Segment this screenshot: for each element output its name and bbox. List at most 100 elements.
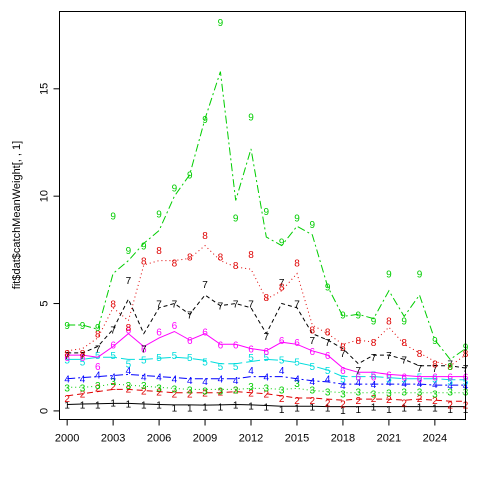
data-point-label: 1 bbox=[264, 403, 270, 414]
data-point-label: 6 bbox=[187, 336, 193, 347]
data-point-label: 5 bbox=[218, 362, 224, 373]
data-point-label: 3 bbox=[80, 383, 86, 394]
data-point-label: 1 bbox=[386, 405, 392, 416]
series-line bbox=[67, 294, 466, 369]
data-point-label: 1 bbox=[401, 404, 407, 415]
data-point-label: 3 bbox=[248, 382, 254, 393]
data-point-label: 9 bbox=[95, 323, 101, 334]
data-point-label: 1 bbox=[340, 406, 346, 417]
data-point-label: 9 bbox=[141, 242, 147, 253]
data-point-label: 8 bbox=[386, 317, 392, 328]
data-point-label: 3 bbox=[279, 385, 285, 396]
x-tick-label: 2021 bbox=[377, 433, 401, 445]
y-tick-label: 5 bbox=[39, 300, 51, 306]
x-tick-label: 2018 bbox=[331, 433, 355, 445]
data-point-label: 3 bbox=[126, 381, 132, 392]
data-point-label: 9 bbox=[172, 184, 178, 195]
data-point-label: 4 bbox=[141, 373, 147, 384]
data-point-label: 2 bbox=[264, 390, 270, 401]
data-point-label: 3 bbox=[156, 383, 162, 394]
data-point-label: 2 bbox=[126, 384, 132, 395]
data-point-label: 7 bbox=[202, 280, 208, 291]
data-point-label: 6 bbox=[340, 366, 346, 377]
data-point-label: 4 bbox=[80, 375, 86, 386]
data-point-label: 1 bbox=[248, 402, 254, 413]
data-point-label: 2 bbox=[110, 382, 116, 393]
data-point-label: 2 bbox=[325, 398, 331, 409]
y-axis: 0 5 10 15 bbox=[39, 83, 60, 414]
data-point-label: 8 bbox=[233, 261, 239, 272]
data-point-label: 4 bbox=[279, 366, 285, 377]
data-point-label: 6 bbox=[447, 373, 453, 384]
data-point-label: 2 bbox=[233, 385, 239, 396]
data-point-label: 1 bbox=[64, 400, 70, 411]
data-point-label: 7 bbox=[187, 310, 193, 321]
data-point-label: 3 bbox=[218, 387, 224, 398]
x-tick-label: 2003 bbox=[101, 433, 125, 445]
data-point-label: 7 bbox=[110, 325, 116, 336]
data-point-label: 5 bbox=[401, 375, 407, 386]
data-point-label: 4 bbox=[355, 378, 361, 389]
data-point-label: 9 bbox=[126, 246, 132, 257]
data-point-label: 4 bbox=[264, 373, 270, 384]
data-point-label: 9 bbox=[386, 269, 392, 280]
data-point-label: 8 bbox=[340, 342, 346, 353]
x-tick-label: 2009 bbox=[193, 433, 217, 445]
data-point-label: 5 bbox=[294, 358, 300, 369]
data-point-label: 3 bbox=[432, 390, 438, 401]
data-point-label: 1 bbox=[95, 400, 101, 411]
data-point-label: 7 bbox=[80, 351, 86, 362]
data-point-label: 1 bbox=[447, 405, 453, 416]
series-line bbox=[67, 356, 466, 381]
data-point-label: 7 bbox=[310, 336, 316, 347]
plot-frame bbox=[59, 11, 466, 420]
data-point-label: 6 bbox=[218, 340, 224, 351]
data-point-label: 2 bbox=[340, 399, 346, 410]
data-point-label: 4 bbox=[202, 377, 208, 388]
data-point-label: 4 bbox=[248, 366, 254, 377]
data-point-label: 6 bbox=[80, 353, 86, 364]
data-point-label: 8 bbox=[248, 250, 254, 261]
data-point-label: 3 bbox=[401, 388, 407, 399]
data-point-label: 5 bbox=[233, 362, 239, 373]
data-point-label: 9 bbox=[202, 115, 208, 126]
data-point-label: 3 bbox=[310, 385, 316, 396]
data-point-label: 7 bbox=[218, 302, 224, 313]
data-point-label: 7 bbox=[233, 300, 239, 311]
data-point-label: 7 bbox=[172, 300, 178, 311]
data-point-label: 5 bbox=[325, 366, 331, 377]
data-point-label: 9 bbox=[233, 214, 239, 225]
data-point-label: 8 bbox=[279, 282, 285, 293]
data-point-label: 4 bbox=[64, 375, 70, 386]
data-point-label: 2 bbox=[141, 387, 147, 398]
data-point-label: 5 bbox=[264, 353, 270, 364]
data-point-label: 2 bbox=[248, 389, 254, 400]
data-point-label: 5 bbox=[279, 355, 285, 366]
data-point-label: 4 bbox=[310, 377, 316, 388]
data-point-label: 5 bbox=[110, 351, 116, 362]
data-point-label: 6 bbox=[248, 345, 254, 356]
data-point-label: 4 bbox=[172, 375, 178, 386]
data-point-label: 8 bbox=[371, 338, 377, 349]
data-point-label: 4 bbox=[325, 375, 331, 386]
data-point-label: 8 bbox=[187, 252, 193, 263]
data-point-label: 2 bbox=[371, 394, 377, 405]
series-line bbox=[67, 388, 466, 402]
data-point-label: 3 bbox=[233, 385, 239, 396]
data-point-label: 6 bbox=[202, 327, 208, 338]
data-point-label: 7 bbox=[64, 351, 70, 362]
y-tick-label: 10 bbox=[39, 190, 51, 202]
data-point-label: 2 bbox=[187, 390, 193, 401]
data-point-label: 8 bbox=[141, 257, 147, 268]
data-point-label: 5 bbox=[432, 375, 438, 386]
data-point-label: 6 bbox=[156, 327, 162, 338]
data-point-label: 9 bbox=[294, 214, 300, 225]
data-point-label: 4 bbox=[187, 376, 193, 387]
data-point-label: 1 bbox=[432, 404, 438, 415]
data-point-label: 7 bbox=[340, 349, 346, 360]
data-point-label: 5 bbox=[80, 358, 86, 369]
data-point-label: 4 bbox=[417, 379, 423, 390]
